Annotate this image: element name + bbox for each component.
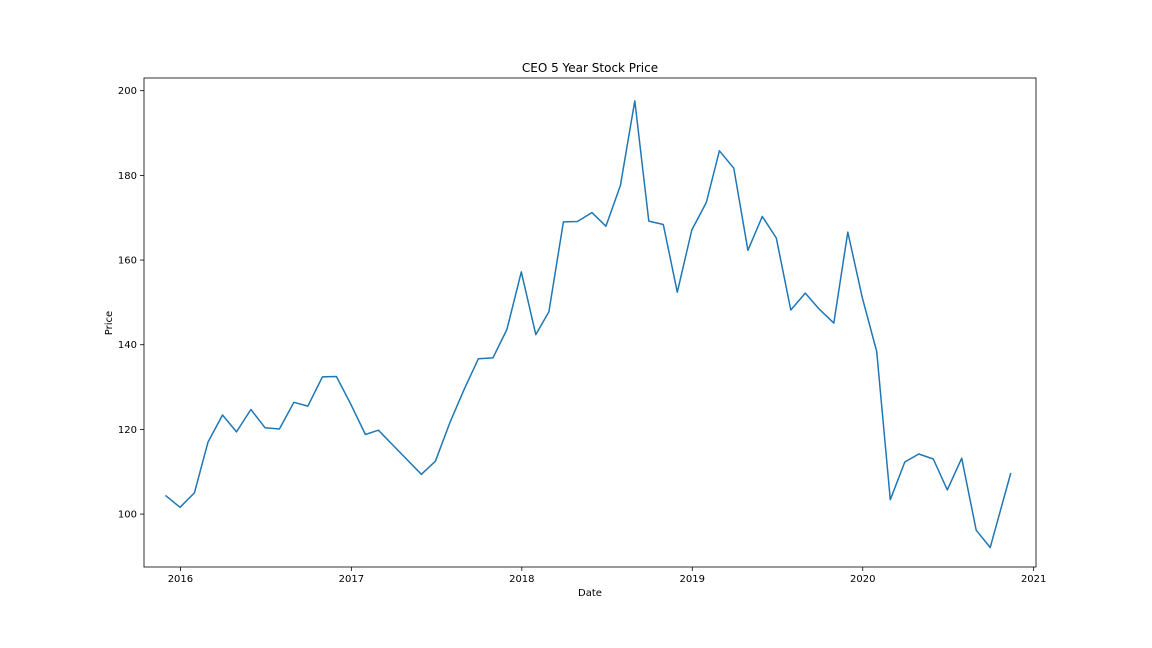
x-tick-label: 2017 (339, 574, 364, 585)
chart-title: CEO 5 Year Stock Price (522, 61, 658, 75)
plot-area: 2016 2017 2018 2019 2020 2021 100 120 140 160 180… (118, 77, 1046, 585)
y-axis-label: Price (104, 311, 115, 335)
y-tick-label: 200 (118, 86, 137, 97)
y-tick-label: 180 (118, 171, 137, 182)
x-tick-label: 2020 (850, 574, 875, 585)
x-tick-label: 2021 (1021, 574, 1046, 585)
y-axis: 100 120 140 160 180 200 (118, 86, 144, 521)
y-tick-label: 160 (118, 256, 137, 267)
x-axis: 2016 2017 2018 2019 2020 2021 (168, 567, 1046, 585)
plot-frame (143, 77, 1037, 568)
x-tick-label: 2019 (680, 574, 705, 585)
x-tick-label: 2016 (168, 574, 193, 585)
x-tick-label: 2018 (509, 574, 534, 585)
y-tick-label: 140 (118, 340, 137, 351)
y-tick-label: 120 (118, 425, 137, 436)
y-tick-label: 100 (118, 510, 137, 521)
x-axis-label: Date (578, 588, 602, 599)
price-series-line (165, 100, 1012, 549)
